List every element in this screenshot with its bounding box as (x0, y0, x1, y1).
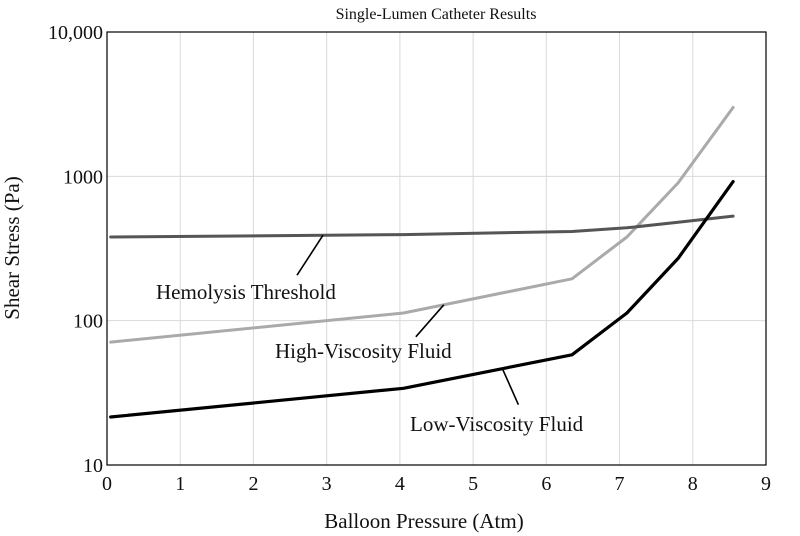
x-tick-label: 4 (395, 473, 405, 495)
annotation-label: Low-Viscosity Fluid (410, 412, 584, 436)
x-tick-label: 8 (688, 473, 698, 495)
annotation-leader (501, 368, 520, 405)
series-line-high-viscosity-fluid (109, 106, 735, 344)
y-tick-labels: 10 100 1000 10,000 (48, 22, 103, 477)
x-tick-labels: 0 1 2 3 4 5 6 7 8 9 (102, 473, 771, 495)
x-tick-label: 0 (102, 473, 112, 495)
annotations: Hemolysis Threshold High-Viscosity Fluid L… (156, 234, 584, 436)
x-tick-label: 3 (322, 473, 332, 495)
annotation-label: High-Viscosity Fluid (275, 339, 452, 363)
grid (107, 32, 766, 465)
annotation-leader (415, 304, 445, 338)
x-tick-label: 1 (175, 473, 185, 495)
y-tick-label: 10,000 (48, 22, 103, 44)
x-tick-label: 9 (761, 473, 771, 495)
series-line-low-viscosity-fluid (109, 180, 735, 419)
chart-title: Single-Lumen Catheter Results (336, 6, 537, 23)
series-line-hemolysis-threshold (109, 214, 735, 239)
annotation-label: Hemolysis Threshold (156, 280, 336, 304)
y-tick-label: 10 (83, 455, 103, 477)
plot-frame (106, 31, 767, 466)
x-tick-label: 2 (248, 473, 258, 495)
x-tick-label: 7 (615, 473, 625, 495)
x-tick-label: 6 (541, 473, 551, 495)
y-tick-label: 1000 (63, 166, 103, 188)
x-tick-label: 5 (468, 473, 478, 495)
y-tick-label: 100 (73, 311, 103, 333)
series-lines (109, 106, 735, 419)
x-axis-label: Balloon Pressure (Atm) (324, 509, 523, 533)
annotation-leader (296, 234, 324, 276)
y-axis-label: Shear Stress (Pa) (0, 176, 24, 319)
